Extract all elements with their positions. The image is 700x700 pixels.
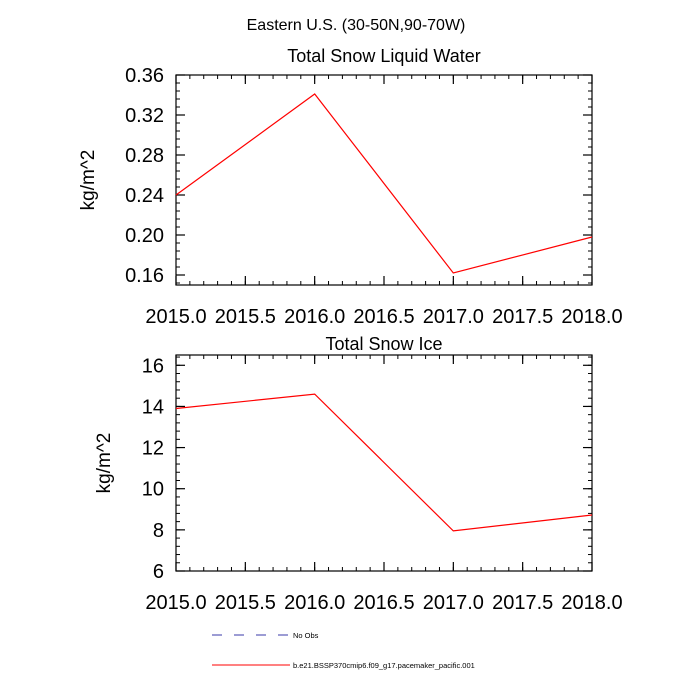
y-axis-label: kg/m^2	[78, 150, 99, 211]
x-tick-label: 2015.0	[145, 592, 206, 614]
x-tick-label: 2016.0	[284, 592, 345, 614]
x-tick-label: 2015.5	[215, 592, 276, 614]
x-tick-label: 2016.0	[284, 306, 345, 328]
x-tick-label: 2015.0	[145, 306, 206, 328]
figure-main-title: Eastern U.S. (30-50N,90-70W)	[247, 17, 466, 34]
x-tick-label: 2018.0	[561, 306, 622, 328]
x-tick-label: 2015.5	[215, 306, 276, 328]
y-tick-label: 0.24	[125, 185, 164, 207]
plot-total-snow-ice: Total Snow Ice kg/m^2 2015.0 2015.5 2016.0 20…	[94, 334, 623, 614]
x-tick-label: 2017.0	[423, 306, 484, 328]
series-line	[175, 93, 593, 274]
legend-label: b.e21.BSSP370cmip6.f09_g17.pacemaker_pac…	[293, 661, 475, 670]
y-tick-label: 6	[153, 561, 164, 583]
y-tick-label: 14	[142, 396, 164, 418]
y-tick-label: 0.36	[125, 65, 164, 87]
legend: No Obs b.e21.BSSP370cmip6.f09_g17.pacemak…	[212, 631, 475, 670]
y-tick-label: 0.28	[125, 145, 164, 167]
chart-title: Total Snow Liquid Water	[287, 46, 480, 66]
y-tick-label: 8	[153, 520, 164, 542]
x-tick-label: 2018.0	[561, 592, 622, 614]
chart-title: Total Snow Ice	[325, 334, 442, 354]
x-tick-label: 2017.5	[492, 592, 553, 614]
x-tick-label: 2016.5	[353, 306, 414, 328]
x-tick-label: 2017.0	[423, 592, 484, 614]
y-tick-label: 12	[142, 438, 164, 460]
legend-label: No Obs	[293, 631, 319, 640]
y-tick-label: 0.32	[125, 105, 164, 127]
plot-total-snow-liquid-water: Total Snow Liquid Water kg/m^2 2015.0 2015.…	[78, 46, 623, 328]
y-tick-label: 0.16	[125, 265, 164, 287]
y-tick-label: 16	[142, 355, 164, 377]
y-axis-label: kg/m^2	[94, 433, 115, 494]
y-tick-label: 0.20	[125, 225, 164, 247]
series-line	[175, 393, 593, 532]
y-tick-label: 10	[142, 479, 164, 501]
x-tick-label: 2016.5	[353, 592, 414, 614]
x-tick-label: 2017.5	[492, 306, 553, 328]
